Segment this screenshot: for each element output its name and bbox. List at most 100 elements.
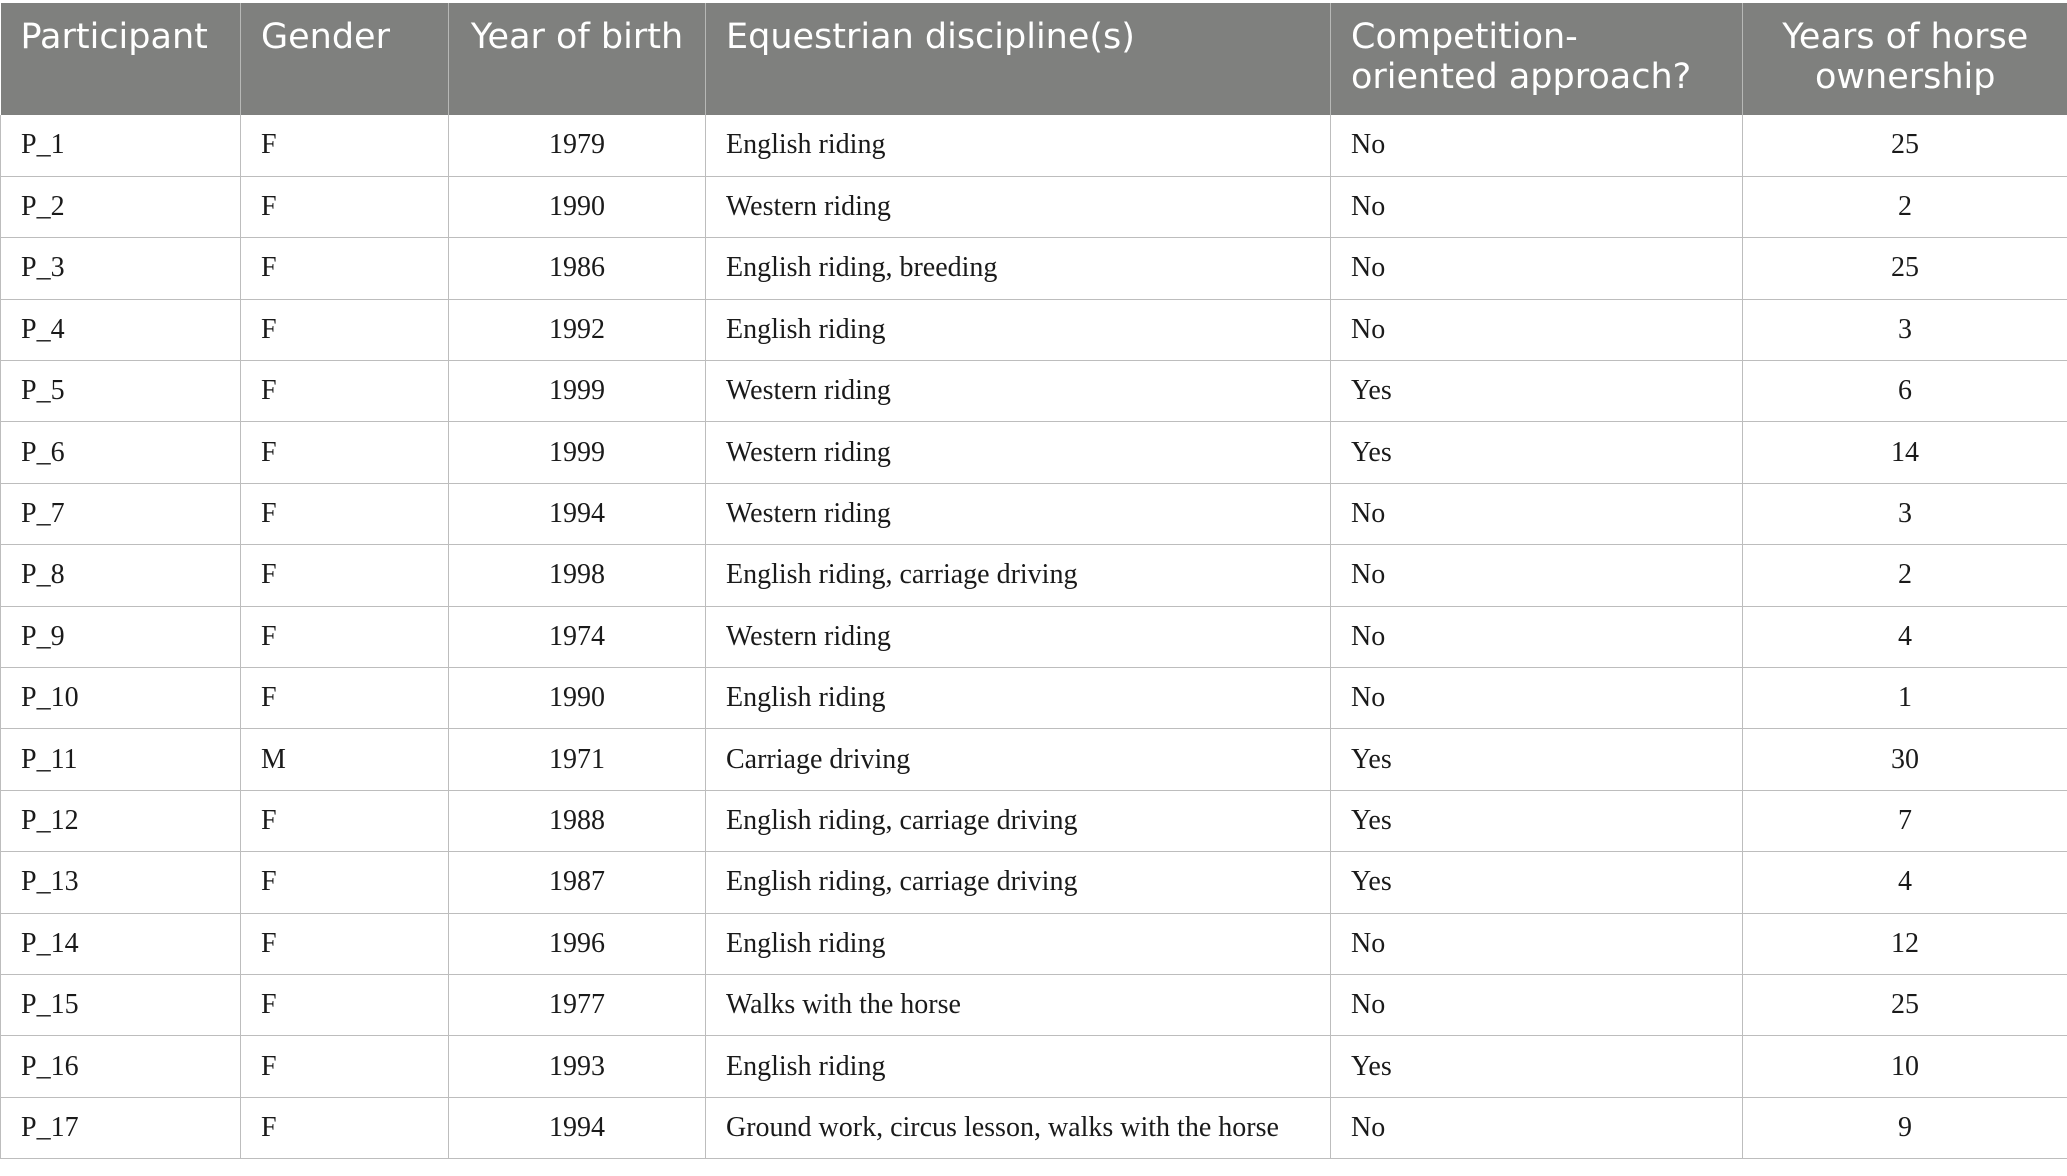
ownership-years-cell: 4 [1742, 851, 2067, 914]
ownership-years-cell: 3 [1742, 483, 2067, 546]
ownership-years-cell: 4 [1742, 606, 2067, 669]
participant-cell: P_8 [0, 544, 241, 607]
year-of-birth-cell: 1994 [448, 483, 706, 546]
participant-cell: P_9 [0, 606, 241, 669]
table-row: P_13 F 1987 English riding, carriage drivin… [0, 851, 2067, 914]
gender-cell: F [240, 299, 449, 362]
year-of-birth-cell: 1990 [448, 667, 706, 730]
ownership-years-cell: 14 [1742, 421, 2067, 484]
competition-cell: Yes [1330, 851, 1743, 914]
year-of-birth-cell: 1998 [448, 544, 706, 607]
gender-cell: M [240, 728, 449, 791]
table-row: P_10 F 1990 English riding No 1 [0, 667, 2067, 730]
year-of-birth-cell: 1996 [448, 913, 706, 975]
discipline-cell: English riding, carriage driving [705, 790, 1331, 853]
year-of-birth-cell: 1987 [448, 851, 706, 914]
table-row: P_8 F 1998 English riding, carriage driving… [0, 544, 2067, 607]
table-row: P_6 F 1999 Western riding Yes 14 [0, 421, 2067, 484]
discipline-cell: Western riding [705, 360, 1331, 423]
column-header-competition-oriented: Competition-oriented approach? [1330, 3, 1743, 115]
gender-cell: F [240, 1035, 449, 1098]
year-of-birth-cell: 1992 [448, 299, 706, 362]
gender-cell: F [240, 544, 449, 607]
header-row: Participant Gender Year of birth Equestrian… [0, 3, 2067, 115]
year-of-birth-cell: 1993 [448, 1035, 706, 1098]
gender-cell: F [240, 483, 449, 546]
column-header-line: Participant [20, 17, 208, 57]
discipline-cell: Western riding [705, 483, 1331, 546]
discipline-cell: Western riding [705, 606, 1331, 669]
ownership-years-cell: 30 [1742, 728, 2067, 791]
gender-cell: F [240, 606, 449, 669]
year-of-birth-cell: 1999 [448, 360, 706, 423]
discipline-cell: English riding [705, 1035, 1331, 1098]
column-header-gender: Gender [240, 3, 449, 115]
ownership-years-cell: 25 [1742, 237, 2067, 300]
competition-cell: Yes [1330, 360, 1743, 423]
discipline-cell: Walks with the horse [705, 974, 1331, 1037]
participant-cell: P_7 [0, 483, 241, 546]
ownership-years-cell: 25 [1742, 115, 2067, 177]
discipline-cell: English riding [705, 115, 1331, 177]
table-row: P_12 F 1988 English riding, carriage drivin… [0, 790, 2067, 853]
gender-cell: F [240, 974, 449, 1037]
discipline-cell: English riding [705, 667, 1331, 730]
competition-cell: No [1330, 299, 1743, 362]
ownership-years-cell: 9 [1742, 1097, 2067, 1160]
ownership-years-cell: 10 [1742, 1035, 2067, 1098]
column-header-line: Gender [261, 17, 390, 57]
column-header-line: Competition- [1351, 17, 1578, 57]
year-of-birth-cell: 1977 [448, 974, 706, 1037]
table-row: P_3 F 1986 English riding, breeding No 25 [0, 237, 2067, 300]
participant-cell: P_10 [0, 667, 241, 730]
year-of-birth-cell: 1986 [448, 237, 706, 300]
gender-cell: F [240, 115, 449, 177]
table-row: P_1 F 1979 English riding No 25 [0, 115, 2067, 177]
column-header-years-of-ownership: Years of horse ownership [1742, 3, 2067, 115]
gender-cell: F [240, 1097, 449, 1160]
ownership-years-cell: 2 [1742, 176, 2067, 239]
table-row: P_2 F 1990 Western riding No 2 [0, 176, 2067, 239]
table-row: P_16 F 1993 English riding Yes 10 [0, 1035, 2067, 1098]
competition-cell: Yes [1330, 1035, 1743, 1098]
column-header-line: Years of horse [1782, 17, 2029, 57]
discipline-cell: Western riding [705, 176, 1331, 239]
table-row: P_7 F 1994 Western riding No 3 [0, 483, 2067, 546]
column-header-year-of-birth: Year of birth [448, 3, 706, 115]
table-row: P_11 M 1971 Carriage driving Yes 30 [0, 728, 2067, 791]
gender-cell: F [240, 790, 449, 853]
participant-cell: P_2 [0, 176, 241, 239]
participants-table: Participant Gender Year of birth Equestrian… [0, 3, 2067, 1160]
participant-cell: P_13 [0, 851, 241, 914]
table-row: P_4 F 1992 English riding No 3 [0, 299, 2067, 362]
table-row: P_17 F 1994 Ground work, circus lesson, wal… [0, 1097, 2067, 1160]
gender-cell: F [240, 176, 449, 239]
discipline-cell: Ground work, circus lesson, walks with t… [705, 1097, 1331, 1160]
participant-cell: P_6 [0, 421, 241, 484]
year-of-birth-cell: 1994 [448, 1097, 706, 1160]
gender-cell: F [240, 667, 449, 730]
year-of-birth-cell: 1979 [448, 115, 706, 177]
gender-cell: F [240, 421, 449, 484]
competition-cell: No [1330, 483, 1743, 546]
table-row: P_5 F 1999 Western riding Yes 6 [0, 360, 2067, 423]
ownership-years-cell: 1 [1742, 667, 2067, 730]
year-of-birth-cell: 1990 [448, 176, 706, 239]
ownership-years-cell: 7 [1742, 790, 2067, 853]
table-row: P_14 F 1996 English riding No 12 [0, 913, 2067, 975]
participant-cell: P_11 [0, 728, 241, 791]
year-of-birth-cell: 1974 [448, 606, 706, 669]
year-of-birth-cell: 1999 [448, 421, 706, 484]
ownership-years-cell: 6 [1742, 360, 2067, 423]
competition-cell: No [1330, 913, 1743, 975]
table-row: P_9 F 1974 Western riding No 4 [0, 606, 2067, 669]
participant-cell: P_5 [0, 360, 241, 423]
participant-cell: P_12 [0, 790, 241, 853]
participant-cell: P_15 [0, 974, 241, 1037]
discipline-cell: English riding, carriage driving [705, 544, 1331, 607]
ownership-years-cell: 25 [1742, 974, 2067, 1037]
competition-cell: No [1330, 237, 1743, 300]
discipline-cell: English riding [705, 913, 1331, 975]
competition-cell: Yes [1330, 421, 1743, 484]
gender-cell: F [240, 237, 449, 300]
